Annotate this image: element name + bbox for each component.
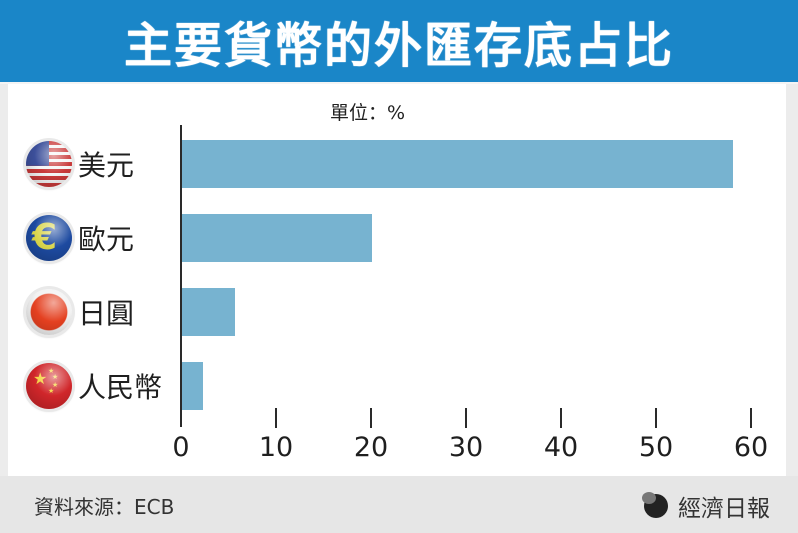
brand-logo-icon bbox=[642, 492, 668, 518]
us-flag-icon bbox=[26, 141, 72, 187]
x-tick-label: 40 bbox=[543, 432, 579, 463]
category-label: 日圓 bbox=[78, 297, 135, 330]
euro-symbol-icon: € bbox=[26, 215, 72, 261]
bar-jpy bbox=[182, 288, 235, 336]
china-flag-icon: ★ ★ ★ ★ ★ bbox=[26, 363, 72, 409]
category-jpy: 日圓 bbox=[26, 286, 134, 338]
category-cny: ★ ★ ★ ★ ★ 人民幣 bbox=[26, 360, 162, 412]
japan-flag-icon bbox=[26, 289, 72, 335]
category-eur: € 歐元 bbox=[26, 212, 134, 264]
x-tick bbox=[655, 408, 657, 428]
bar-usd bbox=[182, 140, 733, 188]
category-label: 歐元 bbox=[78, 223, 135, 256]
x-tick-label: 10 bbox=[258, 432, 294, 463]
x-tick-label: 50 bbox=[638, 432, 674, 463]
x-tick-label: 0 bbox=[172, 432, 190, 463]
category-usd: 美元 bbox=[26, 138, 134, 190]
chart-title: 主要貨幣的外匯存底占比 bbox=[123, 18, 674, 74]
source-note: 資料來源：ECB bbox=[34, 495, 175, 519]
x-tick-label: 60 bbox=[733, 432, 769, 463]
unit-label: 單位：% bbox=[330, 102, 406, 124]
brand: 經濟日報 bbox=[642, 489, 770, 523]
category-label: 美元 bbox=[78, 149, 135, 182]
x-tick bbox=[275, 408, 277, 428]
brand-name: 經濟日報 bbox=[678, 496, 770, 522]
bar-eur bbox=[182, 214, 372, 262]
x-tick bbox=[370, 408, 372, 428]
bar-cny bbox=[182, 362, 203, 410]
title-bar: 主要貨幣的外匯存底占比 bbox=[0, 0, 798, 84]
x-tick-label: 20 bbox=[353, 432, 389, 463]
x-tick bbox=[750, 408, 752, 428]
x-tick bbox=[560, 408, 562, 428]
category-label: 人民幣 bbox=[78, 371, 163, 404]
y-axis-line bbox=[180, 125, 182, 427]
x-tick bbox=[465, 408, 467, 428]
x-tick-label: 30 bbox=[448, 432, 484, 463]
